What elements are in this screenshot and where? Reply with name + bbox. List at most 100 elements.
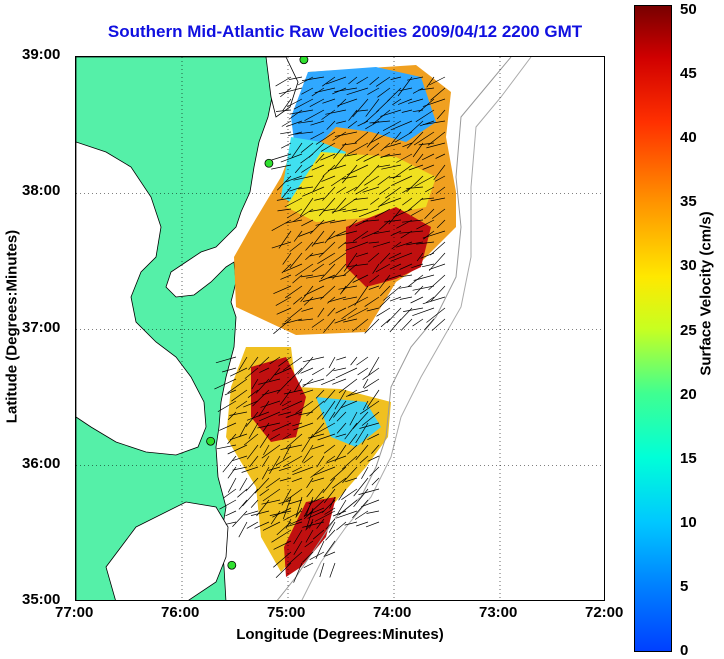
velocity-arrow xyxy=(354,285,369,306)
velocity-arrow xyxy=(292,274,303,284)
velocity-arrow xyxy=(305,274,325,279)
velocity-arrow xyxy=(300,142,314,153)
velocity-arrow xyxy=(361,230,380,239)
velocity-arrow xyxy=(298,230,314,237)
velocity-arrow xyxy=(416,219,435,230)
velocity-arrow xyxy=(232,466,248,471)
velocity-arrow xyxy=(357,367,369,376)
velocity-arrow xyxy=(306,400,325,417)
velocity-arrow xyxy=(313,488,325,502)
bathymetry-contour xyxy=(301,57,532,600)
velocity-arrow xyxy=(303,296,314,306)
velocity-arrow xyxy=(323,318,336,333)
velocity-arrow xyxy=(232,510,248,527)
velocity-arrow xyxy=(389,318,402,333)
velocity-arrow xyxy=(341,142,358,146)
velocity-arrow xyxy=(410,296,424,304)
velocity-arrow xyxy=(422,120,446,125)
velocity-arrow xyxy=(224,389,237,396)
velocity-arrow xyxy=(329,562,336,578)
velocity-arrow xyxy=(400,274,413,278)
colorbar-tick-label: 40 xyxy=(680,129,697,147)
velocity-arrow xyxy=(336,120,347,124)
velocity-arrow xyxy=(238,521,248,538)
velocity-arrow xyxy=(375,76,391,87)
velocity-arrow xyxy=(341,175,358,180)
velocity-arrow xyxy=(273,285,292,295)
velocity-arrow xyxy=(295,496,303,517)
velocity-arrow xyxy=(320,142,336,152)
velocity-arrow xyxy=(245,477,259,492)
velocity-arrow xyxy=(379,296,391,308)
velocity-arrow xyxy=(394,131,413,143)
map-plot-area[interactable] xyxy=(75,56,605,601)
velocity-arrow xyxy=(275,109,292,112)
velocity-arrow xyxy=(215,356,237,364)
velocity-arrow xyxy=(313,241,325,245)
velocity-arrow xyxy=(216,444,237,450)
velocity-arrow xyxy=(300,367,314,374)
velocity-arrow xyxy=(269,356,281,365)
velocity-arrow xyxy=(309,518,314,529)
velocity-arrow xyxy=(293,208,314,222)
velocity-arrow xyxy=(358,488,380,495)
velocity-arrow xyxy=(261,499,281,505)
velocity-arrow xyxy=(430,87,446,101)
velocity-arrow xyxy=(344,422,358,440)
velocity-arrow xyxy=(305,496,314,516)
velocity-arrow xyxy=(289,186,303,192)
velocity-arrow xyxy=(273,540,292,550)
velocity-arrow xyxy=(359,422,380,429)
velocity-arrow xyxy=(282,318,303,325)
velocity-arrow xyxy=(270,510,281,525)
velocity-arrow xyxy=(323,488,336,504)
velocity-arrow xyxy=(407,274,424,288)
velocity-arrow xyxy=(430,197,446,202)
velocity-arrow xyxy=(428,252,446,271)
velocity-arrow xyxy=(330,175,347,187)
velocity-arrow xyxy=(416,252,424,262)
velocity-arrow xyxy=(400,318,413,331)
y-axis-label: Latitude (Degrees:Minutes) xyxy=(3,229,21,424)
velocity-arrow xyxy=(246,444,259,460)
colorbar-tick-label: 0 xyxy=(680,642,689,659)
velocity-arrow xyxy=(291,477,303,483)
velocity-arrow xyxy=(321,378,336,386)
velocity-arrow xyxy=(295,400,314,414)
y-tick-label: 39:00 xyxy=(22,46,61,63)
velocity-arrow xyxy=(379,274,391,290)
velocity-arrow xyxy=(341,400,358,409)
velocity-arrow xyxy=(261,389,281,396)
velocity-arrow xyxy=(389,263,402,270)
velocity-arrow xyxy=(335,307,347,314)
velocity-arrow xyxy=(239,422,248,438)
velocity-arrow xyxy=(338,285,358,290)
velocity-arrow xyxy=(390,131,402,145)
velocity-arrow xyxy=(326,230,347,241)
velocity-arrow xyxy=(364,296,380,307)
velocity-arrow xyxy=(348,109,358,121)
velocity-arrows xyxy=(214,76,446,583)
velocity-arrow xyxy=(246,411,270,421)
velocity-arrow xyxy=(328,252,347,266)
radar-station-marker xyxy=(206,436,216,446)
velocity-arrow xyxy=(293,562,303,583)
velocity-arrow xyxy=(276,307,292,315)
velocity-arrow xyxy=(369,466,380,477)
velocity-arrow xyxy=(344,153,358,157)
velocity-arrow xyxy=(325,109,347,115)
velocity-arrow xyxy=(300,153,314,164)
velocity-arrow xyxy=(343,318,358,323)
velocity-arrow xyxy=(434,175,446,182)
velocity-arrow xyxy=(407,197,424,212)
velocity-arrow xyxy=(261,455,270,467)
velocity-arrow xyxy=(352,274,369,283)
colorbar-tick-label: 25 xyxy=(680,321,697,339)
velocity-arrow xyxy=(314,510,336,522)
velocity-arrow xyxy=(244,367,259,379)
velocity-arrow xyxy=(372,263,380,274)
velocity-arrow xyxy=(412,307,435,317)
velocity-arrow xyxy=(402,219,424,223)
velocity-arrow xyxy=(346,87,369,96)
velocity-arrow xyxy=(327,296,347,303)
